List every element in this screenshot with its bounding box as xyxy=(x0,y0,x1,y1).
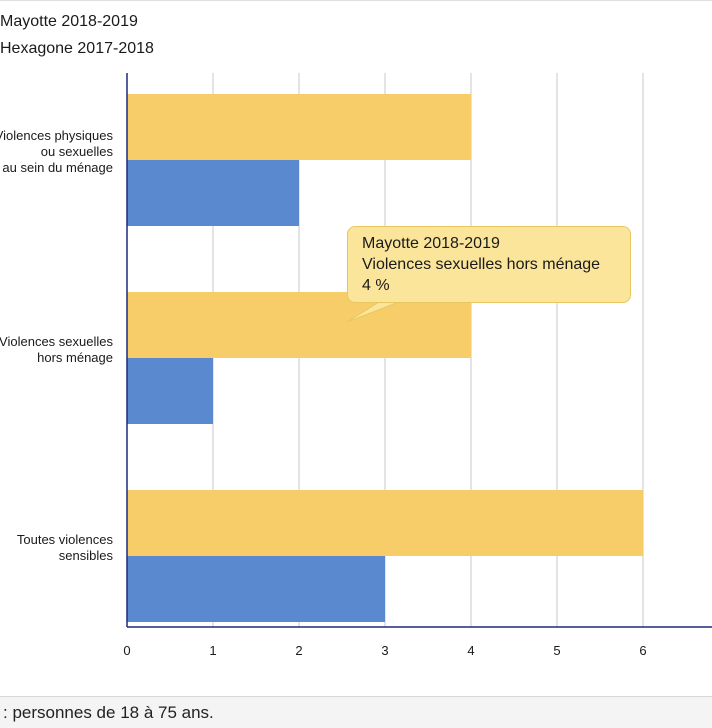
category-label-line: Violences physiques xyxy=(0,128,113,143)
x-tick-label-1: 1 xyxy=(209,643,216,658)
footer-divider xyxy=(0,696,712,697)
category-label-0: Violences physiques ou sexuelles au sein d… xyxy=(0,128,113,175)
legend-item-mayotte[interactable]: Mayotte 2018-2019 xyxy=(0,13,138,30)
category-label-2: Toutes violences sensibles xyxy=(17,532,114,563)
bar-mayotte-2[interactable] xyxy=(127,490,643,556)
bar-hexagone-0[interactable] xyxy=(127,160,299,226)
x-tick-label-4: 4 xyxy=(467,643,474,658)
legend-item-hexagone[interactable]: Hexagone 2017-2018 xyxy=(0,40,154,57)
tooltip: Mayotte 2018-2019 Violences sexuelles ho… xyxy=(347,226,631,303)
tooltip-value: 4 % xyxy=(362,277,390,294)
category-labels: Violences physiques ou sexuelles au sein d… xyxy=(0,128,113,563)
bars xyxy=(127,94,643,622)
x-tick-label-5: 5 xyxy=(553,643,560,658)
category-label-line: sensibles xyxy=(59,548,114,563)
x-tick-labels: 0 1 2 3 4 5 6 xyxy=(123,643,646,658)
x-tick-label-3: 3 xyxy=(381,643,388,658)
category-label-line: Toutes violences xyxy=(17,532,114,547)
axes xyxy=(126,73,712,628)
category-label-1: Violences sexuelles hors ménage xyxy=(0,334,113,365)
category-label-line: hors ménage xyxy=(37,350,113,365)
footer-note: : personnes de 18 à 75 ans. xyxy=(0,697,712,728)
x-tick-label-2: 2 xyxy=(295,643,302,658)
x-tick-label-6: 6 xyxy=(639,643,646,658)
bar-mayotte-0[interactable] xyxy=(127,94,471,160)
x-tick-label-0: 0 xyxy=(123,643,130,658)
bar-mayotte-1[interactable] xyxy=(127,292,471,358)
top-divider xyxy=(0,0,712,1)
tooltip-category: Violences sexuelles hors ménage xyxy=(362,256,601,273)
bar-hexagone-1[interactable] xyxy=(127,358,213,424)
category-label-line: au sein du ménage xyxy=(2,160,113,175)
tooltip-series: Mayotte 2018-2019 xyxy=(362,235,500,252)
category-label-line: Violences sexuelles xyxy=(0,334,113,349)
category-label-line: ou sexuelles xyxy=(41,144,114,159)
bar-hexagone-2[interactable] xyxy=(127,556,385,622)
